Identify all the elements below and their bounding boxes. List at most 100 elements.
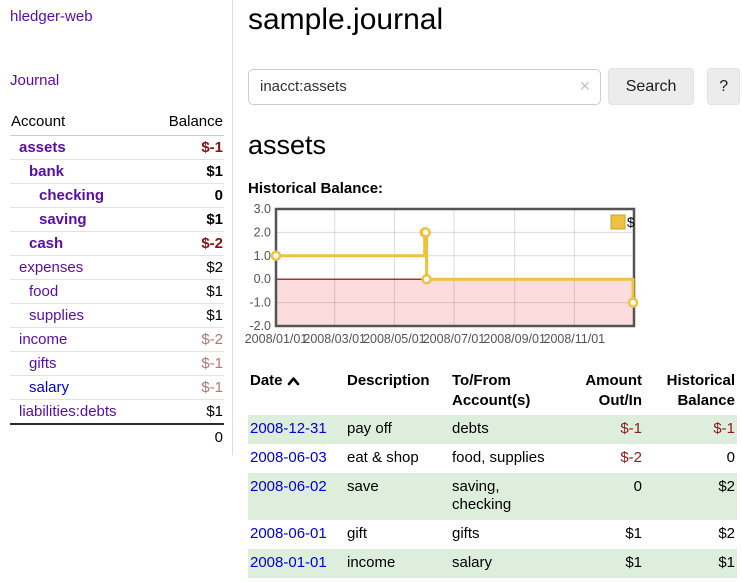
sort-ascending-icon [287, 372, 300, 392]
account-balance: $1 [117, 207, 224, 232]
transaction-description: gift [347, 525, 368, 542]
account-row: expenses $2 [10, 255, 224, 280]
account-link[interactable]: salary [29, 379, 70, 396]
transaction-amount: $-1 [620, 420, 642, 437]
register-row: 2008-01-01 income salary $1 $1 [248, 548, 737, 578]
help-button[interactable]: ? [707, 68, 740, 105]
app-title-link[interactable]: hledger-web [10, 8, 93, 25]
account-balance: $-2 [117, 327, 224, 352]
register-header-description: Description [347, 372, 430, 389]
account-link[interactable]: saving [39, 211, 87, 228]
account-link[interactable]: cash [29, 235, 64, 252]
account-balance: $1 [117, 159, 224, 184]
transaction-amount: $1 [625, 553, 642, 571]
account-row: assets $-1 [10, 135, 224, 160]
register-row: 2008-06-01 gift gifts $1 $2 [248, 520, 737, 549]
account-balance: $1 [117, 279, 224, 304]
page-title: sample.journal [248, 3, 444, 36]
transaction-balance: $-1 [713, 420, 735, 437]
sidebar-item-journal[interactable]: Journal [10, 72, 60, 89]
account-link[interactable]: liabilities:debts [19, 403, 117, 420]
svg-text:2.0: 2.0 [254, 225, 271, 239]
transaction-description: income [347, 553, 396, 571]
account-row: bank $1 [10, 159, 224, 184]
search-box: ✕ [248, 68, 601, 105]
transaction-description: pay off [347, 420, 392, 437]
account-link[interactable]: bank [29, 163, 65, 180]
sidebar: hledger-web Journal Account Balance asse… [0, 0, 233, 455]
account-balance: $1 [117, 399, 224, 425]
account-balance: $-1 [117, 135, 224, 160]
accounts-table: Account Balance assets $-1 bank $1 checking 0… [10, 110, 224, 449]
transaction-date-link[interactable]: 2008-06-03 [250, 448, 327, 466]
clear-search-icon[interactable]: ✕ [579, 77, 591, 94]
transaction-amount: $-2 [620, 448, 642, 466]
transaction-balance: $2 [718, 477, 735, 495]
transaction-accounts: salary [452, 553, 493, 571]
transaction-balance: 0 [726, 448, 735, 466]
transaction-date-link[interactable]: 2008-01-01 [250, 553, 327, 571]
account-balance: $-1 [117, 351, 224, 376]
transaction-accounts: saving, checking [452, 477, 512, 514]
svg-text:-2.0: -2.0 [249, 319, 271, 333]
register-row: 2008-12-31 pay off debts $-1 $-1 [248, 415, 737, 444]
transaction-accounts: debts [452, 420, 489, 437]
transaction-balance: $2 [718, 525, 735, 542]
svg-text:0.0: 0.0 [254, 272, 271, 286]
account-balance: $2 [117, 255, 224, 280]
transaction-amount: $1 [625, 525, 642, 542]
register-header-accounts: To/From Account(s) [452, 372, 531, 409]
svg-text:3.0: 3.0 [254, 202, 271, 216]
transaction-date-link[interactable]: 2008-12-31 [250, 420, 327, 437]
account-balance: 0 [117, 183, 224, 208]
search-button[interactable]: Search [607, 68, 695, 105]
account-balance: $1 [117, 303, 224, 328]
account-link[interactable]: assets [19, 139, 66, 156]
accounts-header-account: Account [10, 110, 117, 136]
accounts-header-balance: Balance [117, 110, 224, 136]
accounts-total-value: 0 [117, 423, 224, 449]
account-row: income $-2 [10, 327, 224, 352]
svg-text:2008/07/01: 2008/07/01 [423, 332, 486, 346]
transaction-description: eat & shop [347, 448, 419, 466]
chart-label: Historical Balance: [248, 180, 384, 197]
accounts-total-row: 0 [10, 423, 224, 449]
register-header-date[interactable]: Date [248, 369, 345, 415]
search-input[interactable] [248, 68, 601, 105]
account-row: salary $-1 [10, 375, 224, 400]
account-row: supplies $1 [10, 303, 224, 328]
svg-text:2008/05/01: 2008/05/01 [363, 332, 426, 346]
account-link[interactable]: income [19, 331, 68, 348]
account-row: cash $-2 [10, 231, 224, 256]
balance-chart-svg[interactable]: $3.0 2.0 1.0 0.0 -1.0 -2.02008/01/012008/03/0… [245, 202, 648, 350]
svg-text:-1.0: -1.0 [249, 296, 271, 310]
account-link[interactable]: checking [39, 187, 105, 204]
register-row: 2008-06-03 eat & shop food, supplies $-2 0 [248, 444, 737, 473]
account-balance: $-1 [117, 375, 224, 400]
svg-text:2008/03/01: 2008/03/01 [303, 332, 366, 346]
transaction-accounts: gifts [452, 525, 480, 542]
account-row: gifts $-1 [10, 351, 224, 376]
transaction-amount: 0 [633, 477, 642, 495]
account-link[interactable]: expenses [19, 259, 84, 276]
register-header-row: Date Description To/From Account(s) Amou… [248, 369, 737, 415]
transaction-date-link[interactable]: 2008-06-01 [250, 525, 327, 542]
svg-text:2008/11/01: 2008/11/01 [544, 332, 606, 346]
register-table: Date Description To/From Account(s) Amou… [248, 369, 737, 578]
transaction-accounts: food, supplies [452, 448, 545, 466]
account-link[interactable]: gifts [29, 355, 57, 372]
account-row: checking 0 [10, 183, 224, 208]
account-row: food $1 [10, 279, 224, 304]
account-link[interactable]: supplies [29, 307, 85, 324]
transaction-date-link[interactable]: 2008-06-02 [250, 477, 327, 495]
account-row: saving $1 [10, 207, 224, 232]
register-header-amount: Amount Out/In [585, 372, 642, 409]
search-form: ✕ Search ? [248, 68, 740, 105]
account-heading: assets [248, 130, 327, 160]
account-balance: $-2 [117, 231, 224, 256]
svg-text:2008/01/01: 2008/01/01 [245, 332, 308, 346]
historical-balance-chart[interactable]: $3.0 2.0 1.0 0.0 -1.0 -2.0 2008/01/01 2008/03/0… [245, 202, 648, 350]
svg-text:2008/09/01: 2008/09/01 [483, 332, 546, 346]
account-row: liabilities:debts $1 [10, 399, 224, 425]
account-link[interactable]: food [29, 283, 59, 300]
